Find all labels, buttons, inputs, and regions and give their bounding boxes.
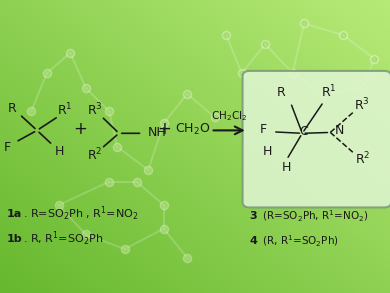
Text: R$^3$: R$^3$	[355, 97, 370, 114]
Text: . R, R$^1$=SO$_2$Ph: . R, R$^1$=SO$_2$Ph	[23, 230, 104, 248]
Text: R$^2$: R$^2$	[87, 147, 102, 163]
Text: H: H	[55, 145, 64, 158]
Text: F: F	[4, 141, 11, 154]
Text: (R=SO$_2$Ph, R$^1$=NO$_2$): (R=SO$_2$Ph, R$^1$=NO$_2$)	[259, 209, 368, 224]
Text: R: R	[277, 86, 285, 99]
Text: R$^2$: R$^2$	[355, 151, 370, 168]
Text: H: H	[282, 161, 291, 174]
Text: R$^1$: R$^1$	[321, 84, 337, 100]
Text: (R, R$^1$=SO$_2$Ph): (R, R$^1$=SO$_2$Ph)	[259, 233, 339, 248]
Text: R$^1$: R$^1$	[57, 102, 72, 118]
Text: CH$_2$O: CH$_2$O	[175, 122, 210, 137]
Text: 3: 3	[250, 211, 257, 221]
Text: 4: 4	[250, 236, 257, 246]
Text: +: +	[157, 120, 171, 138]
Text: R: R	[8, 102, 17, 115]
Text: . R=SO$_2$Ph , R$^1$=NO$_2$: . R=SO$_2$Ph , R$^1$=NO$_2$	[23, 205, 139, 223]
Text: R$^3$: R$^3$	[87, 102, 102, 118]
Text: NH: NH	[148, 126, 167, 139]
Text: 1b: 1b	[7, 234, 23, 244]
FancyBboxPatch shape	[243, 71, 390, 207]
Text: CH$_2$Cl$_2$: CH$_2$Cl$_2$	[211, 109, 247, 123]
Text: H: H	[262, 145, 272, 158]
Text: F: F	[260, 123, 267, 136]
Text: +: +	[73, 120, 87, 138]
Text: N: N	[335, 124, 344, 137]
Text: 1a: 1a	[7, 209, 22, 219]
Text: C: C	[299, 125, 308, 138]
